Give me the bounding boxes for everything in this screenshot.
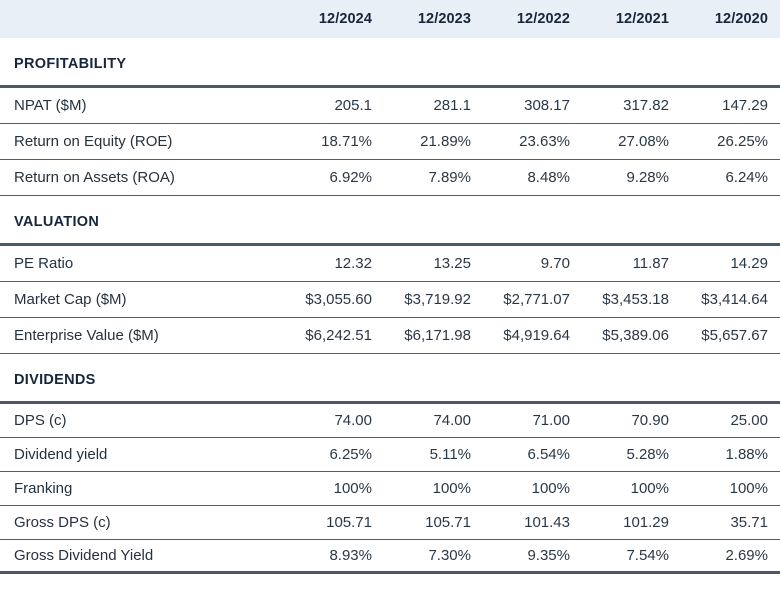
row-value: 8.93% — [329, 547, 372, 564]
row-value: 27.08% — [618, 133, 669, 150]
row-value: 317.82 — [623, 97, 669, 114]
row-value: 5.28% — [626, 446, 669, 463]
row-value: $3,055.60 — [305, 291, 372, 308]
table-row: Market Cap ($M) $3,055.60 $3,719.92 $2,771.… — [0, 282, 780, 318]
row-value: 100% — [630, 480, 669, 497]
row-value: $6,171.98 — [404, 327, 471, 344]
row-value: 70.90 — [631, 412, 669, 429]
row-value: 25.00 — [730, 412, 768, 429]
column-header-year: 12/2024 — [318, 11, 372, 27]
section-title: VALUATION — [14, 214, 100, 230]
row-label: Dividend yield — [14, 446, 108, 463]
row-value: 8.48% — [527, 169, 570, 186]
row-value: $3,719.92 — [404, 291, 471, 308]
table-header-row: 12/2024 12/2023 12/2022 12/2021 12/2020 — [0, 0, 780, 38]
row-value: 100% — [432, 480, 471, 497]
table-row: Return on Assets (ROA) 6.92% 7.89% 8.48% 9.2… — [0, 160, 780, 196]
row-value: 2.69% — [725, 547, 768, 564]
row-value: $3,414.64 — [701, 291, 768, 308]
row-value: 13.25 — [433, 255, 471, 272]
row-value: 6.92% — [329, 169, 372, 186]
row-value: 100% — [531, 480, 570, 497]
row-value: 71.00 — [532, 412, 570, 429]
row-label: Gross DPS (c) — [14, 514, 111, 531]
table-row: Gross Dividend Yield 8.93% 7.30% 9.35% 7.54%… — [0, 540, 780, 574]
row-value: $6,242.51 — [305, 327, 372, 344]
row-label: Return on Equity (ROE) — [14, 133, 173, 150]
row-value: 7.54% — [626, 547, 669, 564]
section-title: PROFITABILITY — [14, 56, 127, 72]
row-value: 12.32 — [334, 255, 372, 272]
row-value: 147.29 — [722, 97, 768, 114]
row-value: 5.11% — [429, 446, 471, 463]
row-value: 308.17 — [524, 97, 570, 114]
row-label: Gross Dividend Yield — [14, 547, 154, 564]
table-row: Gross DPS (c) 105.71 105.71 101.43 101.29 35.… — [0, 506, 780, 540]
row-value: 18.71% — [321, 133, 372, 150]
column-header-year: 12/2023 — [417, 11, 471, 27]
row-value: 100% — [333, 480, 372, 497]
row-value: $3,453.18 — [602, 291, 669, 308]
column-header-year: 12/2020 — [714, 11, 768, 27]
row-value: $2,771.07 — [503, 291, 570, 308]
table-row: Dividend yield 6.25% 5.11% 6.54% 5.28% 1.88% — [0, 438, 780, 472]
row-value: $4,919.64 — [503, 327, 570, 344]
row-value: 9.35% — [527, 547, 570, 564]
row-value: 1.88% — [725, 446, 768, 463]
row-value: 7.89% — [428, 169, 471, 186]
section-title: DIVIDENDS — [14, 372, 96, 388]
row-value: 26.25% — [717, 133, 768, 150]
table-row: Franking 100% 100% 100% 100% 100% — [0, 472, 780, 506]
row-value: 74.00 — [334, 412, 372, 429]
row-label: PE Ratio — [14, 255, 74, 272]
row-value: 101.43 — [524, 514, 570, 531]
row-value: $5,657.67 — [701, 327, 768, 344]
row-value: $5,389.06 — [602, 327, 669, 344]
row-value: 281.1 — [433, 97, 471, 114]
row-value: 100% — [729, 480, 768, 497]
column-header-year: 12/2021 — [615, 11, 669, 27]
row-value: 11.87 — [632, 255, 669, 272]
section-valuation: VALUATION PE Ratio 12.32 13.25 9.70 11.87 14.2… — [0, 196, 780, 354]
table-row: Return on Equity (ROE) 18.71% 21.89% 23.63%… — [0, 124, 780, 160]
row-label: DPS (c) — [14, 412, 67, 429]
row-label: Franking — [14, 480, 73, 497]
row-label: NPAT ($M) — [14, 97, 87, 114]
row-value: 9.70 — [540, 255, 570, 272]
row-value: 23.63% — [519, 133, 570, 150]
column-header-year: 12/2022 — [516, 11, 570, 27]
table-row: PE Ratio 12.32 13.25 9.70 11.87 14.29 — [0, 246, 780, 282]
table-sections: PROFITABILITY NPAT ($M) 205.1 281.1 308.17 31… — [0, 38, 780, 574]
row-value: 101.29 — [623, 514, 669, 531]
row-value: 6.54% — [527, 446, 570, 463]
row-value: 14.29 — [730, 255, 768, 272]
row-value: 21.89% — [420, 133, 471, 150]
section-title-block: PROFITABILITY — [0, 38, 780, 88]
table-row: Enterprise Value ($M) $6,242.51 $6,171.98 $… — [0, 318, 780, 354]
row-label: Return on Assets (ROA) — [14, 169, 175, 186]
row-label: Enterprise Value ($M) — [14, 327, 159, 344]
section-title-block: DIVIDENDS — [0, 354, 780, 404]
row-value: 35.71 — [730, 514, 768, 531]
section-dividends: DIVIDENDS DPS (c) 74.00 74.00 71.00 70.90 25.0… — [0, 354, 780, 574]
section-title-block: VALUATION — [0, 196, 780, 246]
row-value: 9.28% — [626, 169, 669, 186]
section-profitability: PROFITABILITY NPAT ($M) 205.1 281.1 308.17 31… — [0, 38, 780, 196]
row-value: 205.1 — [334, 97, 372, 114]
row-value: 105.71 — [326, 514, 372, 531]
row-value: 105.71 — [425, 514, 471, 531]
table-row: DPS (c) 74.00 74.00 71.00 70.90 25.00 — [0, 404, 780, 438]
row-label: Market Cap ($M) — [14, 291, 127, 308]
row-value: 7.30% — [428, 547, 471, 564]
row-value: 6.25% — [329, 446, 372, 463]
row-value: 6.24% — [725, 169, 768, 186]
table-row: NPAT ($M) 205.1 281.1 308.17 317.82 147.29 — [0, 88, 780, 124]
row-value: 74.00 — [433, 412, 471, 429]
